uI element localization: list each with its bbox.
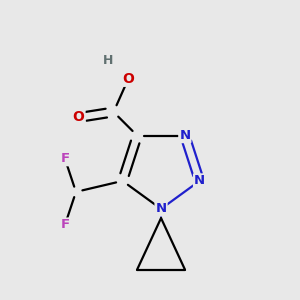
Text: F: F: [60, 152, 70, 165]
Text: F: F: [60, 218, 70, 232]
Text: H: H: [103, 54, 113, 67]
Text: O: O: [122, 72, 134, 86]
Text: N: N: [179, 129, 191, 142]
Text: O: O: [73, 110, 85, 124]
Text: N: N: [155, 202, 167, 215]
Text: N: N: [194, 174, 205, 188]
